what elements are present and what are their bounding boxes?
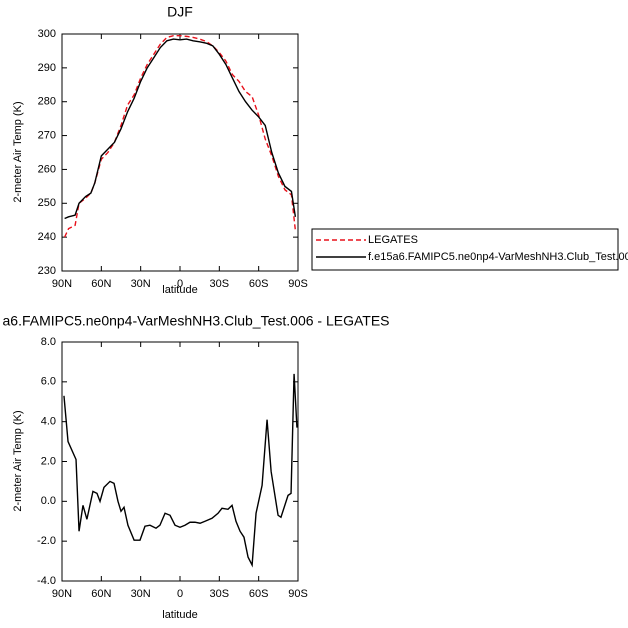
y-tick-label: 300 <box>38 28 56 40</box>
x-tick-label: 0 <box>177 588 183 600</box>
y-tick-label: 0.0 <box>41 495 56 507</box>
data-line <box>63 373 298 568</box>
data-line <box>63 34 297 238</box>
legend-box <box>311 228 619 271</box>
y-tick-label: 8.0 <box>41 336 56 348</box>
x-tick-label: 30N <box>131 278 151 290</box>
x-axis-label: latitude <box>162 284 197 296</box>
legend-label: f.e15a6.FAMIPC5.ne0np4-VarMeshNH3.Club_T… <box>368 251 628 263</box>
x-tick-label: 90S <box>288 588 308 600</box>
y-tick-label: 240 <box>38 231 56 243</box>
x-tick-label: 30N <box>131 588 151 600</box>
x-tick-label: 60N <box>91 278 111 290</box>
y-tick-label: 260 <box>38 163 56 175</box>
plot-frame <box>61 33 299 272</box>
y-axis-label: 2-meter Air Temp (K) <box>12 101 24 202</box>
x-tick-label: 60S <box>249 588 269 600</box>
x-tick-label: 0 <box>177 278 183 290</box>
y-tick-label: 280 <box>38 96 56 108</box>
legend-label: LEGATES <box>368 234 418 246</box>
y-tick-label: 2.0 <box>41 455 56 467</box>
y-tick-label: 6.0 <box>41 376 56 388</box>
chart-title: DJF <box>167 4 193 20</box>
y-tick-label: 290 <box>38 62 56 74</box>
x-tick-label: 90N <box>52 278 72 290</box>
y-tick-label: -2.0 <box>37 535 56 547</box>
y-tick-label: 4.0 <box>41 416 56 428</box>
y-tick-label: 250 <box>38 197 56 209</box>
x-tick-label: 90N <box>52 588 72 600</box>
x-axis-label: latitude <box>162 609 197 621</box>
x-tick-label: 30S <box>210 278 230 290</box>
chart-title: a6.FAMIPC5.ne0np4-VarMeshNH3.Club_Test.0… <box>3 313 390 329</box>
x-tick-label: 60S <box>249 278 269 290</box>
y-tick-label: 270 <box>38 129 56 141</box>
y-axis-label: 2-meter Air Temp (K) <box>12 410 24 511</box>
x-tick-label: 60N <box>91 588 111 600</box>
y-tick-label: -4.0 <box>37 575 56 587</box>
data-line <box>64 38 297 220</box>
x-tick-label: 30S <box>210 588 230 600</box>
y-tick-label: 230 <box>38 265 56 277</box>
plot-frame <box>61 341 299 582</box>
x-tick-label: 90S <box>288 278 308 290</box>
